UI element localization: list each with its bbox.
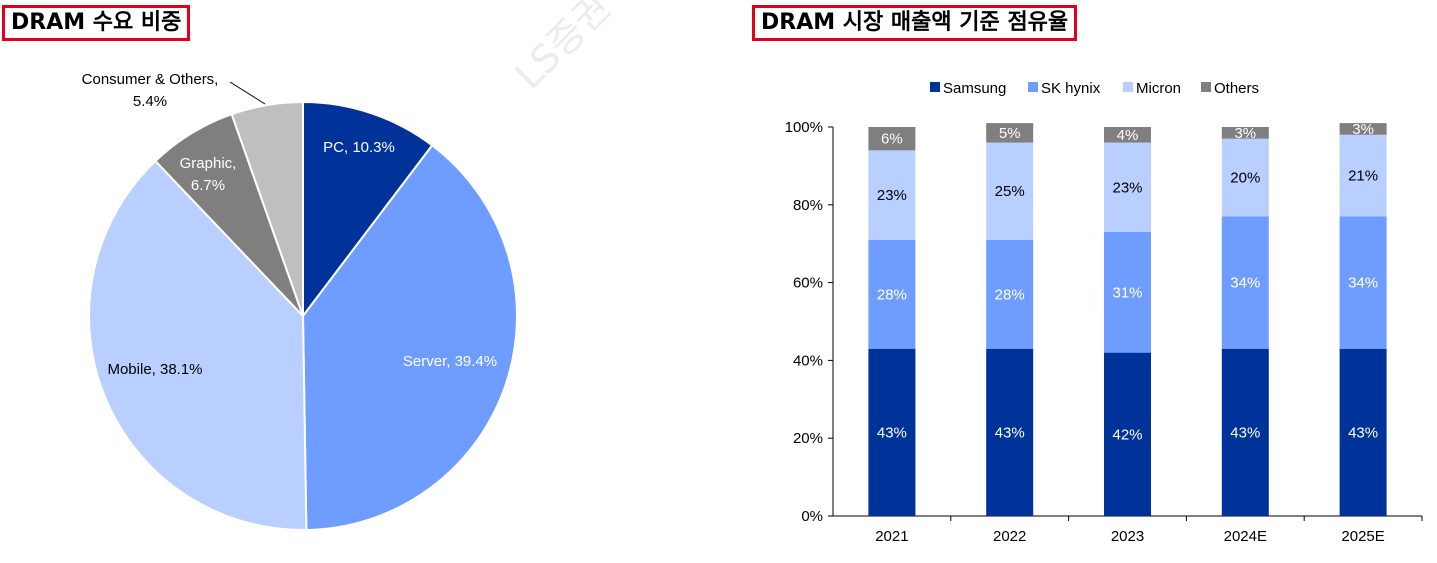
legend-label: Micron (1136, 80, 1181, 97)
x-tick-label: 2022 (993, 528, 1026, 545)
bar-data-label: 6% (881, 131, 903, 148)
pie-chart: PC, 10.3% Server, 39.4% Mobile, 38.1% Graph… (82, 71, 518, 531)
x-tick-label: 2024E (1224, 528, 1267, 545)
bar-micron-2025E (1339, 134, 1387, 217)
pie-label-pc: PC, 10.3% (323, 139, 395, 156)
bar-data-label: 34% (1230, 275, 1260, 292)
legend-label: SK hynix (1041, 80, 1101, 97)
bar-data-label: 4% (1117, 127, 1139, 144)
y-tick-label: 100% (785, 119, 823, 136)
pie-label-mobile: Mobile, 38.1% (107, 361, 202, 378)
bar-data-label: 5% (999, 125, 1021, 142)
bar-data-label: 20% (1230, 170, 1260, 187)
x-tick-label: 2025E (1341, 528, 1384, 545)
bar-others-2025E (1339, 123, 1387, 135)
bar-data-label: 43% (877, 424, 907, 441)
y-tick-label: 0% (801, 508, 823, 525)
bar-samsung-2025E (1339, 348, 1387, 516)
bar-others-2021 (868, 127, 916, 151)
bar-samsung-2022 (986, 348, 1034, 516)
bar-data-label: 3% (1352, 121, 1374, 138)
bar-sk-hynix-2024E (1221, 216, 1269, 349)
legend-label: Others (1214, 80, 1259, 97)
bar-samsung-2024E (1221, 348, 1269, 516)
pie-label-consumer-others: Consumer & Others, 5.4% (82, 71, 219, 110)
y-tick-label: 20% (793, 430, 823, 447)
bar-data-label: 43% (1230, 424, 1260, 441)
bar-micron-2024E (1221, 138, 1269, 217)
bar-others-2022 (986, 123, 1034, 143)
bar-samsung-2023 (1104, 352, 1151, 516)
y-tick-label: 40% (793, 352, 823, 369)
bar-sk-hynix-2023 (1104, 232, 1151, 353)
bar-data-label: 43% (1348, 424, 1378, 441)
bar-samsung-2021 (868, 348, 916, 516)
bar-data-label: 25% (995, 183, 1025, 200)
bar-data-label: 31% (1112, 284, 1142, 301)
bar-data-label: 23% (877, 187, 907, 204)
bar-micron-2021 (868, 150, 916, 240)
pie-leader-line (229, 81, 266, 105)
bar-sk-hynix-2021 (868, 239, 916, 349)
legend-swatch (1201, 82, 1211, 92)
legend-swatch (1028, 82, 1038, 92)
pie-label-graphic: Graphic, 6.7% (180, 155, 237, 194)
bar-micron-2023 (1104, 142, 1151, 233)
bar-sk-hynix-2025E (1339, 216, 1387, 349)
pie-slice-mobile (88, 159, 308, 531)
bar-data-label: 28% (877, 286, 907, 303)
pie-slice-server (301, 143, 518, 531)
pie-slice-consumer-others (230, 100, 304, 317)
y-tick-label: 80% (793, 197, 823, 214)
bar-data-label: 3% (1234, 125, 1256, 142)
bar-others-2024E (1221, 127, 1269, 139)
y-tick-label: 60% (793, 275, 823, 292)
bar-chart-title: DRAM 시장 매출액 기준 점유율 (752, 5, 1078, 41)
x-tick-label: 2023 (1111, 528, 1144, 545)
pie-label-server: Server, 39.4% (403, 353, 497, 370)
pie-chart-title: DRAM 수요 비중 (2, 5, 191, 41)
bar-data-label: 42% (1112, 426, 1142, 443)
stacked-bar-chart: 0% 20% 40% 60% 80% 100% 2021 43% 28% 23% 6% 2022 43%… (785, 80, 1423, 545)
bar-data-label: 34% (1348, 275, 1378, 292)
pie-slice-pc (302, 100, 434, 319)
legend-swatch (930, 82, 940, 92)
bar-sk-hynix-2022 (986, 239, 1034, 349)
legend-label: Samsung (943, 80, 1006, 97)
bar-data-label: 21% (1348, 168, 1378, 185)
x-tick-label: 2021 (875, 528, 908, 545)
legend-swatch (1123, 82, 1133, 92)
bar-micron-2022 (986, 142, 1034, 240)
bar-data-label: 23% (1112, 179, 1142, 196)
bar-others-2023 (1104, 127, 1151, 143)
bar-data-label: 28% (995, 286, 1025, 303)
bar-data-label: 43% (995, 424, 1025, 441)
